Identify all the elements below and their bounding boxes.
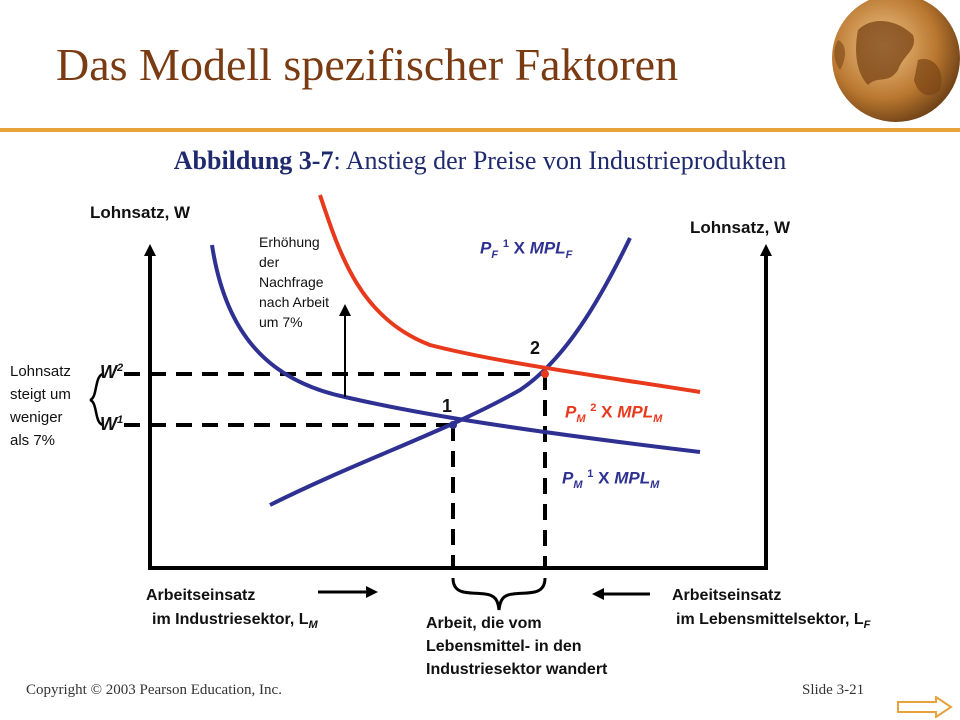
price-symbol: P [565, 402, 577, 422]
w1-label: W1 [100, 414, 123, 435]
w1-sup: 1 [117, 414, 124, 426]
note-line: Arbeit, die vom [426, 615, 542, 632]
slide-number: Slide 3-21 [802, 682, 865, 698]
note-line: Lohnsatz [10, 363, 71, 380]
labor-food-label: Arbeitseinsatz im Lebensmittelsektor, LF [672, 584, 870, 637]
slide-title: Das Modell spezifischer Faktoren [56, 39, 679, 90]
note-line: Nachfrage [259, 274, 324, 290]
figure-caption: Abbildung 3-7: Anstieg der Preise von In… [0, 146, 960, 176]
figure-caption-text: : Anstieg der Preise von Industrieproduk… [333, 146, 787, 175]
note-line: Industriesektor wandert [426, 661, 608, 678]
note-line: Lebensmittel- in den [426, 638, 582, 655]
price-symbol: P [562, 468, 574, 488]
times-symbol: X [601, 402, 613, 422]
right-axis-label: Lohnsatz, W [690, 218, 791, 237]
labor-manuf-line2: im Industriesektor, LM [146, 608, 318, 637]
labor-food-text: im Lebensmittelsektor, L [676, 611, 864, 628]
mpl-subscript: M [650, 479, 660, 492]
price-index: 2 [590, 402, 597, 414]
labor-manuf-label: Arbeitseinsatz im Industriesektor, LM [146, 584, 318, 637]
curve-pm1-label: PM 1 X MPLM [562, 468, 659, 491]
note-line: um 7% [259, 314, 303, 330]
point-1-marker [449, 421, 457, 429]
labor-shift-brace [451, 577, 547, 611]
price-index: 1 [587, 468, 594, 480]
note-line: weniger [10, 409, 63, 426]
mpl-symbol: MPL [614, 468, 651, 488]
point-1-label: 1 [442, 396, 453, 416]
curve-pm1-mplm [210, 244, 701, 454]
copyright: Copyright © 2003 Pearson Education, Inc. [26, 682, 282, 698]
times-symbol: X [513, 238, 526, 258]
mpl-subscript: M [653, 413, 663, 426]
note-line: Erhöhung [259, 234, 320, 250]
w2-base: W [100, 362, 117, 382]
next-arrow-icon[interactable] [896, 696, 954, 718]
point-2-marker [541, 370, 549, 378]
mpl-symbol: MPL [529, 238, 566, 258]
labor-food-line1: Arbeitseinsatz [672, 587, 782, 604]
mpl-subscript: F [565, 249, 573, 262]
w2-sup: 2 [117, 362, 124, 374]
curve-pf1-label: PF 1 X MPLF [480, 238, 572, 261]
labor-manuf-subscript: M [308, 619, 318, 632]
price-index: 1 [502, 238, 509, 250]
labor-manuf-line1: Arbeitseinsatz [146, 587, 256, 604]
labor-shift-note: Arbeit, die vom Lebensmittel- in den Ind… [426, 612, 607, 681]
curve-pf1-mplf [269, 237, 632, 507]
times-symbol: X [598, 468, 610, 488]
wage-note: Lohnsatz steigt um weniger als 7% [10, 360, 71, 452]
labor-food-subscript: F [863, 619, 871, 632]
note-line: als 7% [10, 432, 56, 449]
point-2-label: 2 [530, 338, 541, 358]
note-line: steigt um [10, 386, 71, 403]
w1-base: W [100, 414, 117, 434]
w2-label: W2 [100, 362, 123, 383]
left-axis-label: Lohnsatz, W [90, 203, 191, 222]
globe-icon [832, 0, 960, 122]
demand-increase-note: Erhöhung der Nachfrage nach Arbeit um 7% [259, 232, 329, 332]
price-subscript: M [573, 479, 583, 492]
price-symbol: P [480, 238, 492, 258]
mpl-symbol: MPL [617, 402, 654, 422]
price-subscript: F [491, 249, 499, 262]
labor-manuf-text: im Industriesektor, L [152, 611, 309, 628]
note-line: nach Arbeit [259, 294, 330, 310]
title-divider [0, 128, 960, 132]
note-line: der [259, 254, 280, 270]
curve-pm2-label: PM 2 X MPLM [565, 402, 662, 425]
curve-pm2-mplm [318, 194, 701, 394]
figure-label: Abbildung 3-7 [173, 146, 334, 175]
price-subscript: M [576, 413, 586, 426]
labor-food-line2: im Lebensmittelsektor, LF [676, 608, 870, 637]
wage-brace [89, 372, 105, 427]
